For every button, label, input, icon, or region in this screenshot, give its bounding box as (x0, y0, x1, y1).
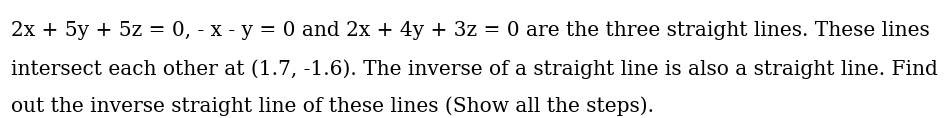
Text: out the inverse straight line of these lines (Show all the steps).: out the inverse straight line of these l… (11, 97, 655, 116)
Text: intersect each other at (1.7, -1.6). The inverse of a straight line is also a st: intersect each other at (1.7, -1.6). The… (11, 59, 938, 79)
Text: 2x + 5y + 5z = 0, - x - y = 0 and 2x + 4y + 3z = 0 are the three straight lines.: 2x + 5y + 5z = 0, - x - y = 0 and 2x + 4… (11, 21, 930, 40)
